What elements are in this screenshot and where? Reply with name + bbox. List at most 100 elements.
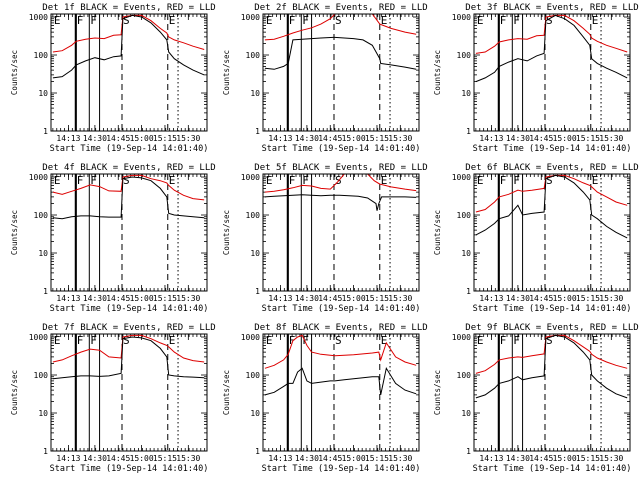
interval-mark-F: F	[513, 174, 520, 187]
y-tick-label: 100	[34, 211, 49, 220]
y-tick-label: 10	[461, 89, 471, 98]
y-tick-label: 1	[255, 287, 260, 296]
panels-layer: Det 1f BLACK = Events, RED = LLD Counts/s…	[10, 3, 639, 474]
x-axis-label: Start Time (19-Sep-14 14:01:40)	[262, 144, 421, 154]
interval-mark-S: S	[546, 14, 553, 27]
x-tick-label: 15:00	[342, 134, 366, 143]
panel-title: Det 7f BLACK = Events, RED = LLD	[42, 323, 215, 333]
interval-mark-F: F	[90, 174, 97, 187]
y-axis-label: Counts/sec	[433, 50, 442, 95]
y-tick-label: 1	[255, 447, 260, 456]
y-tick-label: 10	[250, 409, 260, 418]
events-series-line	[264, 194, 417, 211]
y-tick-label: 100	[246, 51, 261, 60]
y-tick-label: 100	[34, 51, 49, 60]
interval-mark-S: S	[123, 174, 130, 187]
y-tick-label: 1000	[452, 173, 471, 182]
x-tick-label: 15:15	[576, 454, 600, 463]
x-tick-label: 14:45	[529, 294, 553, 303]
y-tick-label: 100	[34, 371, 49, 380]
x-tick-label: 15:00	[553, 294, 577, 303]
y-axis-label: Counts/sec	[433, 370, 442, 415]
panel-det-3f: Det 3f BLACK = Events, RED = LLD Counts/s…	[433, 3, 639, 154]
x-tick-label: 15:15	[576, 294, 600, 303]
x-tick-label: 15:00	[130, 134, 154, 143]
interval-mark-F: F	[513, 334, 520, 347]
interval-mark-F: F	[302, 334, 309, 347]
x-tick-label: 15:30	[599, 454, 623, 463]
x-tick-label: 15:30	[388, 294, 412, 303]
x-tick-label: 14:13	[56, 294, 80, 303]
panel-det-2f: Det 2f BLACK = Events, RED = LLD Counts/s…	[222, 3, 428, 154]
panel-title: Det 1f BLACK = Events, RED = LLD	[42, 3, 215, 13]
plot-frame	[262, 333, 420, 452]
x-axis-label: Start Time (19-Sep-14 14:01:40)	[50, 144, 209, 154]
plot-frame	[262, 13, 420, 132]
plot-frame	[473, 13, 631, 132]
x-tick-label: 15:30	[388, 134, 412, 143]
y-tick-label: 1	[43, 287, 48, 296]
interval-mark-F: F	[289, 334, 296, 347]
y-tick-label: 1	[43, 447, 48, 456]
panel-det-9f: Det 9f BLACK = Events, RED = LLD Counts/s…	[433, 323, 639, 474]
x-tick-label: 14:13	[479, 454, 503, 463]
events-series-line	[264, 36, 417, 70]
interval-mark-F: F	[77, 14, 84, 27]
y-axis-label: Counts/sec	[433, 210, 442, 255]
panel-det-7f: Det 7f BLACK = Events, RED = LLD Counts/s…	[10, 323, 216, 474]
interval-mark-S: S	[123, 334, 130, 347]
events-series-line	[264, 366, 417, 396]
x-tick-label: 14:13	[268, 294, 292, 303]
plot-frame	[473, 173, 631, 292]
interval-mark-F: F	[302, 14, 309, 27]
interval-mark-S: S	[546, 334, 553, 347]
y-tick-label: 1	[466, 127, 471, 136]
x-tick-label: 15:30	[599, 134, 623, 143]
x-tick-label: 15:00	[130, 454, 154, 463]
y-tick-label: 100	[457, 51, 472, 60]
lld-series-line	[264, 174, 417, 193]
y-tick-label: 10	[250, 249, 260, 258]
x-tick-label: 14:30	[295, 134, 319, 143]
panel-det-5f: Det 5f BLACK = Events, RED = LLD Counts/s…	[222, 163, 428, 314]
x-tick-label: 15:15	[365, 294, 389, 303]
x-tick-label: 14:45	[529, 454, 553, 463]
events-series-line	[52, 336, 205, 380]
interval-mark-E: E	[381, 14, 388, 27]
interval-mark-F: F	[77, 174, 84, 187]
interval-mark-F: F	[513, 14, 520, 27]
x-tick-label: 14:13	[268, 134, 292, 143]
x-tick-label: 15:30	[388, 454, 412, 463]
x-tick-label: 15:00	[553, 454, 577, 463]
x-tick-label: 14:30	[506, 454, 530, 463]
y-tick-label: 1	[255, 127, 260, 136]
interval-mark-F: F	[77, 334, 84, 347]
interval-mark-E: E	[592, 14, 599, 27]
y-ticks	[263, 16, 419, 132]
events-series-line	[52, 14, 205, 79]
x-tick-label: 15:15	[365, 454, 389, 463]
interval-mark-F: F	[289, 14, 296, 27]
interval-lines	[497, 14, 602, 131]
interval-mark-F: F	[90, 14, 97, 27]
interval-mark-E: E	[54, 174, 61, 187]
x-tick-label: 15:30	[176, 454, 200, 463]
interval-mark-E: E	[169, 14, 176, 27]
y-tick-label: 1000	[452, 333, 471, 342]
x-tick-label: 14:30	[295, 294, 319, 303]
y-tick-label: 10	[38, 409, 48, 418]
x-tick-label: 14:45	[106, 134, 130, 143]
panel-title: Det 3f BLACK = Events, RED = LLD	[465, 3, 638, 13]
events-series-line	[475, 14, 628, 83]
x-tick-label: 15:15	[576, 134, 600, 143]
y-ticks	[263, 176, 419, 292]
interval-mark-E: E	[54, 14, 61, 27]
y-ticks	[263, 336, 419, 452]
x-tick-label: 14:45	[529, 134, 553, 143]
panel-det-8f: Det 8f BLACK = Events, RED = LLD Counts/s…	[222, 323, 428, 474]
y-ticks	[474, 16, 630, 132]
panel-title: Det 2f BLACK = Events, RED = LLD	[254, 3, 427, 13]
y-tick-label: 1	[466, 447, 471, 456]
interval-lines	[74, 14, 179, 131]
